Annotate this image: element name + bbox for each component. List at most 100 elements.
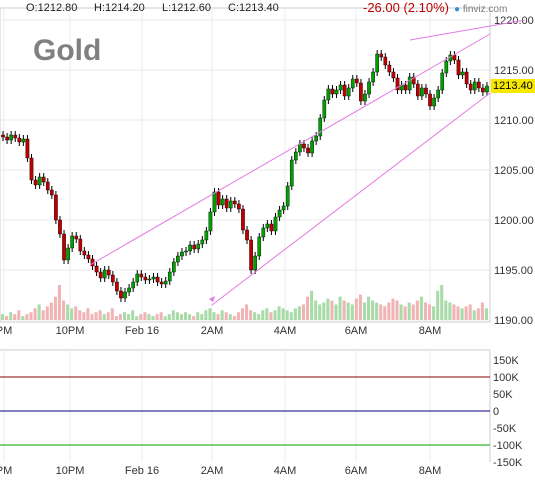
candle-body [29, 157, 34, 181]
candle-body [33, 179, 38, 186]
volume-bar [468, 304, 472, 320]
volume-bar [62, 300, 66, 320]
volume-bar [45, 306, 49, 320]
candle-body [432, 97, 436, 107]
candle-body [82, 250, 87, 256]
price-tick-label: 1195.00 [494, 265, 533, 277]
indicator-time-tick-label: 8AM [419, 465, 442, 477]
candle-body [54, 194, 58, 221]
time-tick-label: 10PM [56, 325, 85, 337]
volume-bar [9, 312, 13, 320]
volume-bar [322, 302, 326, 320]
candle-body [350, 78, 355, 89]
candle-body [131, 281, 135, 289]
volume-bar [261, 310, 265, 320]
volume-bar [110, 308, 114, 320]
channel-upper-extension [409, 19, 526, 41]
volume-bar [216, 314, 220, 320]
chart-title: Gold [33, 34, 102, 67]
candle-body [86, 254, 91, 260]
price-tick-label: 1210.00 [494, 115, 534, 127]
candle-body [224, 198, 229, 209]
volume-bar [184, 312, 188, 320]
candle-body [485, 85, 489, 93]
candle-body [298, 143, 302, 153]
volume-bar [139, 314, 143, 320]
volume-bar [281, 308, 285, 320]
candle-body [379, 53, 384, 58]
candle-body [334, 89, 339, 95]
volume-bar [338, 296, 342, 320]
candle-body [411, 76, 416, 85]
candle-body [237, 203, 241, 210]
last-price-tag: 1213.40 [491, 79, 535, 93]
candle-body [5, 136, 9, 141]
volume-bar [273, 310, 277, 320]
candle-body [314, 135, 318, 142]
indicator-time-tick-label: PM [0, 465, 12, 477]
volume-bar [391, 298, 395, 320]
volume-bar [135, 316, 139, 320]
candle-body [9, 134, 13, 141]
volume-bar [167, 314, 171, 320]
volume-bar [301, 304, 305, 320]
volume-bar [29, 312, 33, 320]
volume-bar [371, 300, 375, 320]
candle-body [269, 223, 274, 232]
volume-bar [200, 314, 204, 320]
volume-bar [411, 304, 415, 320]
volume-bar [367, 296, 371, 320]
volume-bar [70, 308, 74, 320]
volume-bar [375, 302, 379, 320]
candle-body [62, 233, 66, 261]
volume-bar [179, 314, 183, 320]
volume-bar [98, 310, 102, 320]
candle-body [355, 78, 359, 84]
indicator-tick-label: 0 [493, 406, 499, 418]
candle-body [176, 255, 180, 263]
candle-body [428, 93, 432, 107]
candle-body [310, 140, 314, 154]
time-tick-label: PM [0, 325, 12, 337]
candle-body [371, 71, 375, 83]
candle-body [106, 269, 111, 276]
volume-bar [387, 302, 391, 320]
candle-body [151, 276, 156, 280]
volume-bar [212, 312, 216, 320]
candle-body [416, 83, 420, 97]
candle-body [159, 281, 164, 285]
price-tick-label: 1190.00 [494, 315, 533, 327]
candle-body [78, 238, 83, 252]
ohlc-close: C:1213.40 [228, 2, 279, 14]
candle-body [456, 59, 461, 76]
candle-body [119, 290, 123, 299]
candle-body [253, 255, 257, 271]
volume-bar [131, 310, 135, 320]
candle-body [322, 99, 327, 119]
volume-bar [224, 312, 228, 320]
volume-bar [204, 310, 208, 320]
volume-bar [53, 296, 57, 320]
volume-bar [220, 310, 224, 320]
volume-bar [476, 308, 480, 320]
price-change: -26.00 (2.10%) [363, 0, 449, 15]
volume-bar [253, 312, 257, 320]
volume-bar [419, 296, 423, 320]
volume-bar [41, 310, 45, 320]
volume-bar [326, 298, 330, 320]
candle-body [257, 236, 262, 257]
indicator-time-tick-label: Feb 16 [125, 465, 159, 477]
candle-body [70, 235, 74, 249]
candle-body [196, 243, 201, 250]
volume-bar [33, 308, 37, 320]
volume-bar [444, 300, 448, 320]
volume-bar [285, 310, 289, 320]
volume-bar [456, 306, 460, 320]
brand-logo[interactable]: ● finviz.com [454, 4, 507, 15]
candle-body [102, 269, 107, 279]
volume-bar [289, 312, 293, 320]
volume-bar [114, 316, 118, 320]
candle-body [464, 71, 469, 85]
candle-body [58, 219, 62, 235]
volume-bar [432, 306, 436, 320]
